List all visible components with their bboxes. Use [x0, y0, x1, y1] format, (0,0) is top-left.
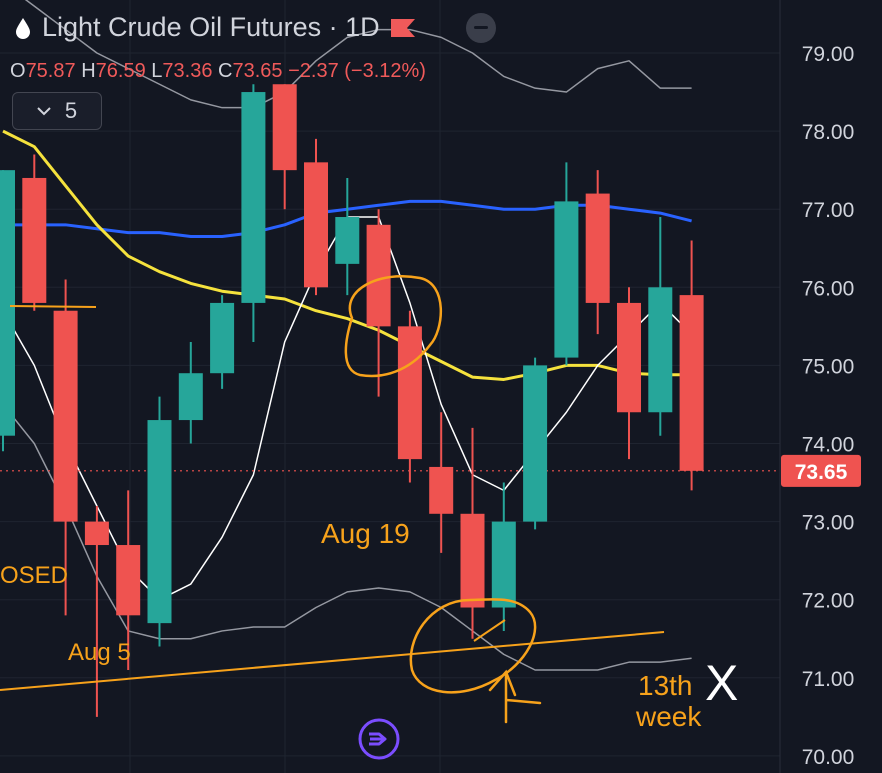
candle [53, 279, 78, 616]
candle-body [22, 177, 47, 303]
open-label: O [10, 60, 26, 82]
level-line [9, 305, 97, 308]
candle-body [491, 521, 516, 608]
candle-body [0, 170, 15, 436]
annotation-week: week [635, 701, 702, 732]
symbol-title[interactable]: Light Crude Oil Futures · 1D [42, 12, 380, 42]
open-value: 75.87 [25, 60, 76, 82]
candle [0, 170, 15, 452]
candle [147, 396, 172, 647]
candle [178, 341, 203, 444]
candle-body [147, 420, 172, 624]
candle-body [84, 521, 109, 546]
price-tick-label: 76.00 [802, 277, 855, 300]
candle [366, 209, 391, 397]
candle [523, 357, 548, 530]
annotation-x-mark: X [705, 655, 738, 711]
candle [116, 490, 141, 670]
candle-body [460, 513, 485, 608]
price-tick-label: 79.00 [802, 43, 855, 66]
candle-body [116, 545, 141, 616]
candle [335, 177, 360, 296]
candle-body [523, 365, 548, 522]
annotation-aug-5: Aug 5 [68, 639, 131, 666]
candle-body [429, 466, 454, 514]
trend-line [0, 631, 665, 691]
price-tick-label: 75.00 [802, 355, 855, 378]
annotation-closed: OSED [0, 562, 68, 589]
price-tick-label: 77.00 [802, 199, 855, 222]
ma-yellow-line [2, 129, 692, 381]
minus-icon [473, 26, 488, 29]
last-price-label: 73.65 [795, 461, 848, 484]
low-label: L [151, 60, 163, 82]
candle-body [304, 162, 328, 288]
candle-body [679, 295, 704, 471]
annotation-aug-19: Aug 19 [321, 518, 410, 549]
candle [304, 138, 328, 296]
candle [648, 217, 673, 436]
circle-highlight-low [409, 598, 537, 694]
close-label: C [218, 60, 233, 82]
price-tick-label: 74.00 [802, 434, 855, 457]
candle [429, 412, 454, 553]
price-tick-label: 71.00 [802, 668, 855, 691]
candle [397, 310, 422, 483]
candle [491, 482, 516, 631]
candle [585, 170, 610, 335]
price-tick-label: 70.00 [802, 746, 855, 769]
circle-highlight-aug19 [344, 275, 442, 378]
candle [617, 287, 641, 460]
candle [84, 505, 109, 717]
candle [460, 427, 485, 639]
candle-body [585, 193, 610, 303]
annotation-13th: 13th [638, 670, 693, 701]
oil-drop-icon [16, 17, 30, 39]
candle [679, 240, 704, 491]
up-arrow-drawing [488, 669, 542, 724]
low-value: 73.36 [162, 60, 213, 82]
indicators-collapse-button[interactable]: 5 [12, 92, 102, 130]
candle [210, 295, 235, 389]
pointer-stroke [473, 619, 506, 642]
indicator-count: 5 [64, 98, 78, 123]
flag-icon[interactable] [390, 18, 416, 38]
remove-button[interactable] [465, 12, 496, 43]
candle-body [554, 201, 579, 358]
high-label: H [81, 60, 96, 82]
chevron-down-icon [37, 107, 51, 116]
candle-body [397, 326, 422, 460]
user-drawings [0, 275, 665, 724]
candle-body [210, 302, 235, 374]
price-tick-label: 78.00 [802, 121, 855, 144]
candle [241, 84, 266, 342]
close-value: 73.65 [232, 60, 283, 82]
ma-gray-line [24, 0, 692, 109]
navigate-arrow-icon[interactable] [358, 718, 400, 760]
candle-body [241, 92, 266, 303]
chart-header: Light Crude Oil Futures · 1D [14, 12, 496, 43]
price-tick-label: 73.00 [802, 512, 855, 535]
high-value: 76.59 [95, 60, 146, 82]
candle-body [366, 224, 391, 327]
price-axis: 79.00 78.00 77.00 76.00 75.00 74.00 73.00 72.00… [779, 0, 861, 773]
candles [0, 84, 704, 717]
price-tick-label: 72.00 [802, 590, 855, 613]
candle [272, 84, 297, 210]
ohlc-readout: O75.87 H76.59 L73.36 C73.65 −2.37 (−3.12… [10, 60, 426, 83]
candle-body [178, 373, 203, 421]
candle [554, 162, 579, 366]
candle [22, 154, 47, 311]
candle-body [53, 310, 78, 522]
candle-body [272, 84, 297, 171]
candle-body [648, 287, 673, 413]
candle-body [617, 302, 641, 413]
change-value: −2.37 (−3.12%) [288, 60, 426, 82]
candle-body [335, 217, 360, 264]
last-price-badge [781, 454, 861, 487]
